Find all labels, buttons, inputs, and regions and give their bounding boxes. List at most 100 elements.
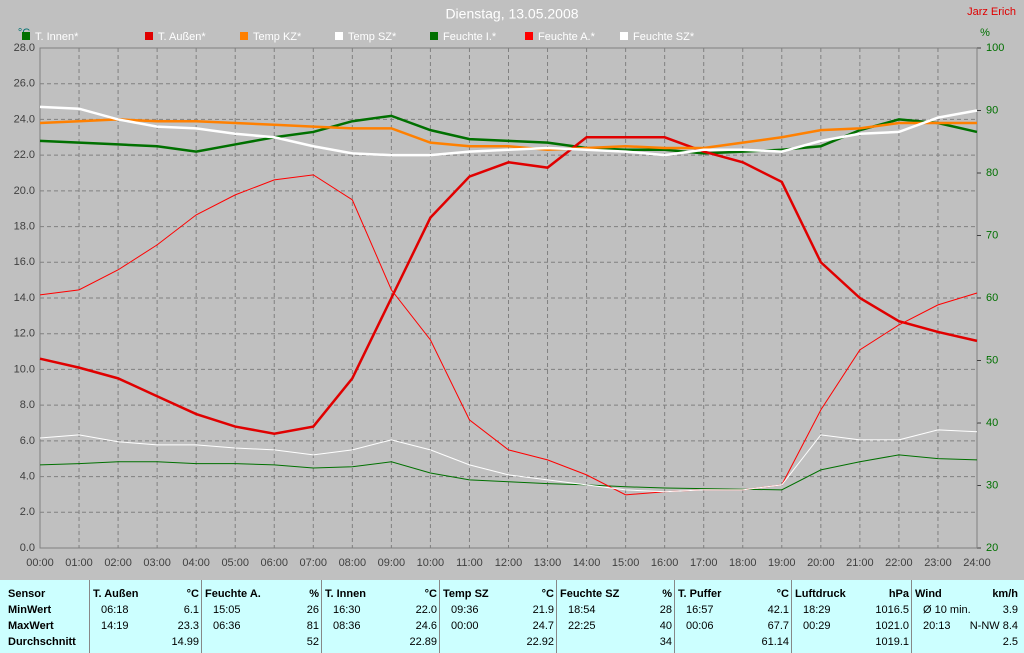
x-tick-label: 24:00	[963, 557, 991, 569]
y2-tick-label: 70	[986, 229, 998, 241]
y2-tick-label: 20	[986, 542, 998, 554]
y2-tick-label: 100	[986, 42, 1004, 54]
series-line	[39, 105, 978, 157]
y-tick-label: 16.0	[14, 256, 35, 268]
series-line	[39, 136, 978, 435]
max-value: 24.7	[532, 620, 554, 632]
max-time: 20:13	[923, 620, 951, 632]
min-value: 22.0	[415, 604, 437, 616]
x-tick-label: 10:00	[417, 557, 445, 569]
legend-swatch	[525, 32, 533, 40]
group-unit: km/h	[992, 588, 1018, 600]
row-label: MaxWert	[8, 620, 54, 632]
x-tick-label: 05:00	[221, 557, 249, 569]
x-tick-label: 14:00	[573, 557, 601, 569]
min-time: 06:18	[101, 604, 129, 616]
max-value: N-NW 8.4	[969, 620, 1018, 632]
y2-unit: %	[980, 27, 990, 39]
y-tick-label: 14.0	[14, 292, 35, 304]
x-tick-label: 07:00	[300, 557, 328, 569]
row-label: Durchschnitt	[8, 636, 76, 648]
y-tick-label: 8.0	[20, 399, 35, 411]
y-tick-label: 22.0	[14, 149, 35, 161]
max-time: 06:36	[213, 620, 241, 632]
min-value: 26	[306, 604, 319, 616]
group-name: Feuchte SZ	[560, 588, 620, 600]
legend-label: Temp KZ*	[253, 31, 302, 43]
legend-label: T. Außen*	[158, 31, 206, 43]
min-value: 21.9	[532, 604, 554, 616]
separator	[556, 580, 557, 653]
group-name: Luftdruck	[795, 588, 846, 600]
series-line	[39, 454, 978, 491]
separator	[791, 580, 792, 653]
stats-table: Sensor MinWert MaxWert Durchschnitt T. Außen…	[0, 580, 1024, 653]
avg-value: 22.92	[526, 636, 554, 648]
x-tick-label: 00:00	[26, 557, 54, 569]
y2-tick-label: 50	[986, 354, 998, 366]
avg-value: 1019.1	[875, 636, 909, 648]
y-tick-label: 28.0	[14, 42, 35, 54]
x-tick-label: 17:00	[690, 557, 718, 569]
avg-value: 61.14	[761, 636, 789, 648]
max-value: 23.3	[177, 620, 199, 632]
min-time: 15:05	[213, 604, 241, 616]
group-name: T. Außen	[93, 588, 139, 600]
separator	[911, 580, 912, 653]
max-time: 22:25	[568, 620, 596, 632]
chart: Dienstag, 13.05.2008 Jarz Erich °C % 0.0…	[14, 6, 1016, 569]
group-unit: °C	[424, 588, 437, 600]
x-tick-label: 16:00	[651, 557, 679, 569]
x-tick-label: 04:00	[182, 557, 210, 569]
min-value: 28	[659, 604, 672, 616]
x-tick-label: 09:00	[378, 557, 406, 569]
legend-swatch	[240, 32, 248, 40]
y2-tick-label: 30	[986, 479, 998, 491]
max-time: 00:06	[686, 620, 714, 632]
x-tick-label: 02:00	[104, 557, 132, 569]
series-line	[39, 429, 978, 493]
min-time: 18:54	[568, 604, 596, 616]
separator	[201, 580, 202, 653]
legend-swatch	[145, 32, 153, 40]
min-value: 42.1	[767, 604, 789, 616]
min-time: 18:29	[803, 604, 831, 616]
series-line	[39, 114, 978, 155]
y-tick-label: 10.0	[14, 363, 35, 375]
y-tick-label: 0.0	[20, 542, 35, 554]
y2-tick-label: 90	[986, 104, 998, 116]
group-name: T. Puffer	[678, 588, 722, 600]
legend-label: Feuchte A.*	[538, 31, 596, 43]
max-time: 14:19	[101, 620, 129, 632]
y-tick-label: 20.0	[14, 185, 35, 197]
legend-swatch	[22, 32, 30, 40]
y-tick-label: 2.0	[20, 506, 35, 518]
x-tick-label: 22:00	[885, 557, 913, 569]
separator	[674, 580, 675, 653]
y-tick-label: 26.0	[14, 78, 35, 90]
x-tick-label: 15:00	[612, 557, 640, 569]
max-time: 00:29	[803, 620, 831, 632]
x-tick-label: 12:00	[495, 557, 523, 569]
y-tick-label: 4.0	[20, 470, 35, 482]
x-tick-label: 23:00	[924, 557, 952, 569]
avg-value: 34	[659, 636, 672, 648]
min-time: 16:57	[686, 604, 714, 616]
y2-tick-label: 60	[986, 292, 998, 304]
row-label: Sensor	[8, 588, 46, 600]
row-label: MinWert	[8, 604, 52, 616]
author: Jarz Erich	[967, 6, 1016, 18]
x-tick-label: 21:00	[846, 557, 874, 569]
series-line	[39, 118, 977, 152]
x-tick-label: 11:00	[456, 557, 483, 569]
separator	[321, 580, 322, 653]
y-tick-label: 6.0	[20, 435, 35, 447]
legend-label: Feuchte SZ*	[633, 31, 695, 43]
legend-swatch	[335, 32, 343, 40]
group-unit: °C	[776, 588, 789, 600]
x-tick-label: 13:00	[534, 557, 562, 569]
max-value: 81	[306, 620, 319, 632]
separator	[439, 580, 440, 653]
group-unit: %	[309, 588, 319, 600]
